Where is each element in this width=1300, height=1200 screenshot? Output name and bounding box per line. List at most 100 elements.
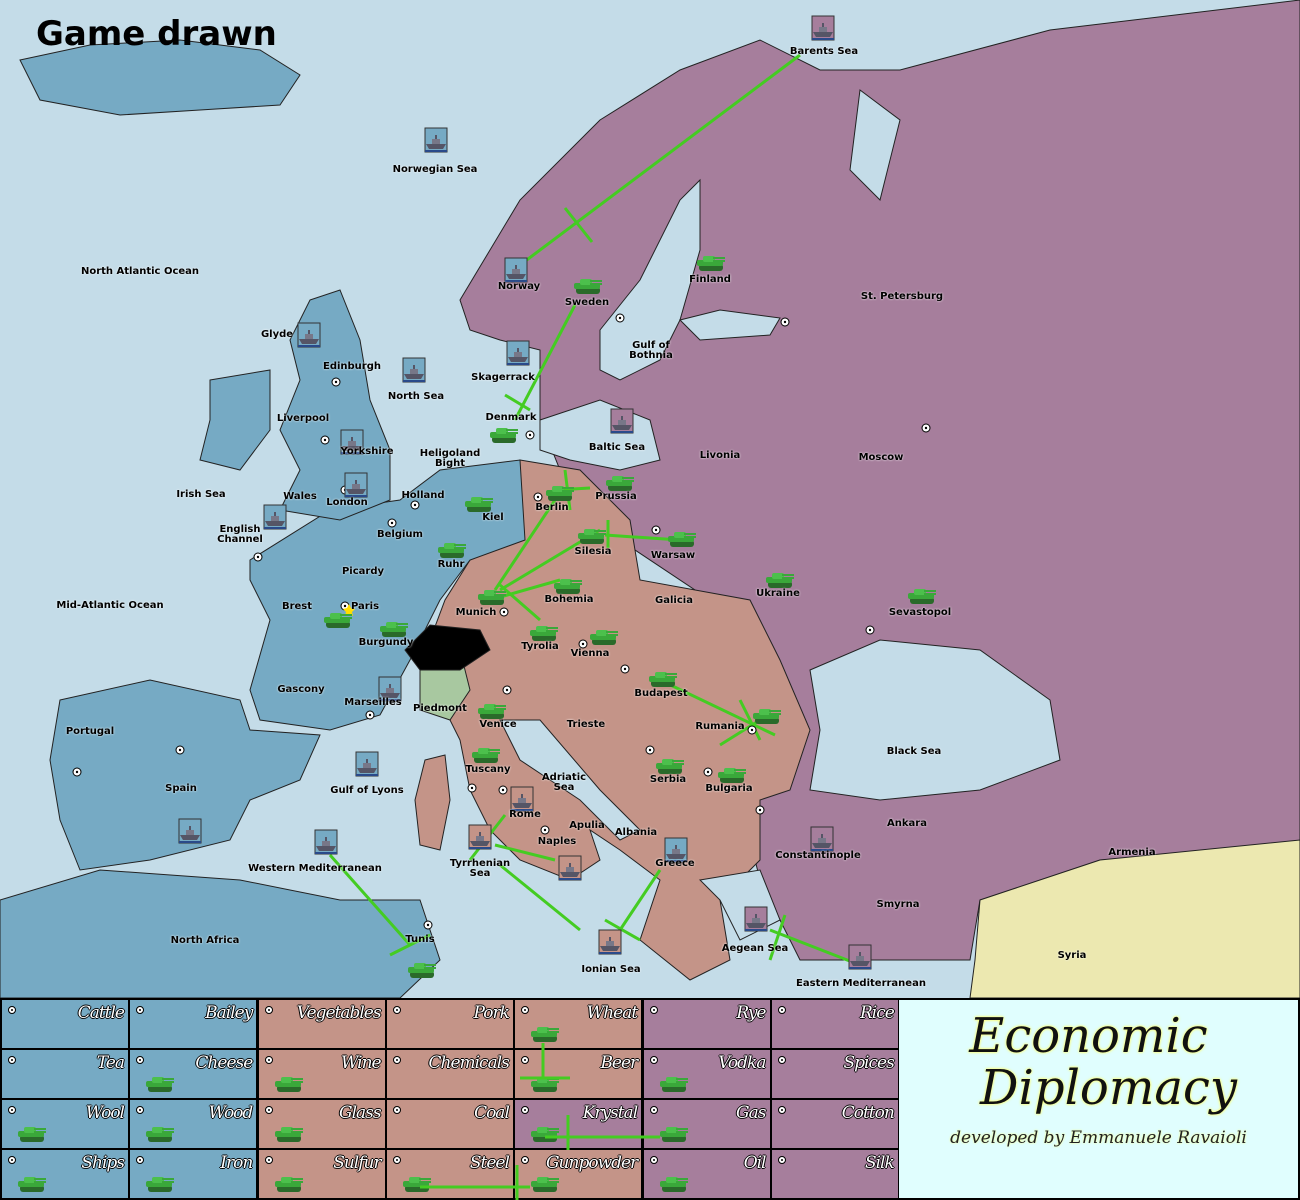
fleet-ship-icon[interactable] bbox=[297, 322, 321, 348]
resource-cell-wool[interactable]: Wool bbox=[2, 1100, 128, 1148]
resource-cell-ships[interactable]: Ships bbox=[2, 1150, 128, 1198]
fleet-ship-icon[interactable] bbox=[811, 15, 835, 41]
resource-cell-bailey[interactable]: Bailey bbox=[130, 1000, 257, 1048]
province-label[interactable]: Holland bbox=[401, 490, 445, 501]
province-label[interactable]: Rumania bbox=[695, 721, 745, 732]
province-label[interactable]: Ankara bbox=[887, 818, 927, 829]
province-label[interactable]: Smyrna bbox=[876, 899, 920, 910]
province-label[interactable]: Rome bbox=[509, 809, 541, 820]
province-label[interactable]: Livonia bbox=[699, 450, 741, 461]
province-label[interactable]: London bbox=[326, 497, 368, 508]
resource-cell-wine[interactable]: Wine bbox=[258, 1050, 385, 1098]
province-label[interactable]: Gulf of Bothnia bbox=[629, 340, 673, 361]
resource-cell-pork[interactable]: Pork bbox=[386, 1000, 513, 1048]
army-tank-icon[interactable] bbox=[529, 1126, 561, 1144]
province-label[interactable]: Aegean Sea bbox=[721, 943, 789, 954]
province-label[interactable]: Moscow bbox=[858, 452, 904, 463]
province-label[interactable]: Ukraine bbox=[756, 588, 800, 599]
army-tank-icon[interactable] bbox=[658, 1076, 690, 1094]
province-label[interactable]: Silesia bbox=[574, 546, 612, 557]
province-label[interactable]: Baltic Sea bbox=[588, 442, 646, 453]
resource-cell-glass[interactable]: Glass bbox=[258, 1100, 385, 1148]
province-label[interactable]: English Channel bbox=[217, 524, 263, 545]
province-label[interactable]: Sweden bbox=[564, 297, 610, 308]
province-label[interactable]: Liverpool bbox=[276, 413, 330, 424]
province-label[interactable]: Brest bbox=[281, 601, 313, 612]
province-label[interactable]: Berlin bbox=[535, 502, 569, 513]
province-label[interactable]: Naples bbox=[537, 836, 577, 847]
army-tank-icon[interactable] bbox=[529, 1176, 561, 1194]
fleet-ship-icon[interactable] bbox=[848, 944, 872, 970]
army-tank-icon[interactable] bbox=[273, 1076, 305, 1094]
army-tank-icon[interactable] bbox=[273, 1126, 305, 1144]
province-label[interactable]: Ruhr bbox=[437, 559, 465, 570]
resource-cell-steel[interactable]: Steel bbox=[386, 1150, 513, 1198]
resource-cell-gunpowder[interactable]: Gunpowder bbox=[515, 1150, 642, 1198]
army-tank-icon[interactable] bbox=[401, 1176, 433, 1194]
province-label[interactable]: Tyrrhenian Sea bbox=[449, 858, 511, 879]
province-label[interactable]: Bohemia bbox=[544, 594, 594, 605]
resource-cell-wood[interactable]: Wood bbox=[130, 1100, 257, 1148]
province-label[interactable]: Tyrolia bbox=[521, 641, 559, 652]
resource-cell-coal[interactable]: Coal bbox=[386, 1100, 513, 1148]
resource-cell-rice[interactable]: Rice bbox=[771, 1000, 898, 1048]
province-label[interactable]: Glyde bbox=[260, 329, 294, 340]
game-map[interactable] bbox=[0, 0, 1300, 998]
province-label[interactable]: Denmark bbox=[485, 412, 537, 423]
fleet-ship-icon[interactable] bbox=[510, 786, 534, 812]
province-label[interactable]: Spain bbox=[165, 783, 197, 794]
province-label[interactable]: North Sea bbox=[387, 391, 445, 402]
province-label[interactable]: Mid-Atlantic Ocean bbox=[56, 600, 164, 611]
province-label[interactable]: Albania bbox=[614, 827, 658, 838]
province-label[interactable]: Ionian Sea bbox=[581, 964, 641, 975]
resource-cell-vodka[interactable]: Vodka bbox=[643, 1050, 770, 1098]
province-label[interactable]: Munich bbox=[455, 607, 497, 618]
fleet-ship-icon[interactable] bbox=[402, 357, 426, 383]
army-tank-icon[interactable] bbox=[529, 1026, 561, 1044]
province-label[interactable]: Picardy bbox=[341, 566, 385, 577]
resource-cell-iron[interactable]: Iron bbox=[130, 1150, 257, 1198]
province-label[interactable]: Skagerrack bbox=[471, 372, 535, 383]
province-label[interactable]: Irish Sea bbox=[176, 489, 226, 500]
province-label[interactable]: Adriatic Sea bbox=[541, 772, 587, 793]
resource-cell-oil[interactable]: Oil bbox=[643, 1150, 770, 1198]
province-label[interactable]: Armenia bbox=[1108, 847, 1156, 858]
province-label[interactable]: Finland bbox=[689, 274, 731, 285]
province-label[interactable]: Wales bbox=[283, 491, 317, 502]
province-label[interactable]: Warsaw bbox=[650, 550, 696, 561]
province-label[interactable]: North Africa bbox=[170, 935, 240, 946]
army-tank-icon[interactable] bbox=[144, 1126, 176, 1144]
province-label[interactable]: North Atlantic Ocean bbox=[80, 266, 200, 277]
province-label[interactable]: Constantinople bbox=[775, 850, 861, 861]
army-tank-icon[interactable] bbox=[273, 1176, 305, 1194]
fleet-ship-icon[interactable] bbox=[344, 472, 368, 498]
province-label[interactable]: Bulgaria bbox=[705, 783, 753, 794]
army-tank-icon[interactable] bbox=[144, 1076, 176, 1094]
province-label[interactable]: Gascony bbox=[277, 684, 325, 695]
army-tank-icon[interactable] bbox=[16, 1176, 48, 1194]
fleet-ship-icon[interactable] bbox=[468, 824, 492, 850]
province-label[interactable]: Galicia bbox=[655, 595, 693, 606]
resource-cell-tea[interactable]: Tea bbox=[2, 1050, 128, 1098]
province-label[interactable]: Norway bbox=[497, 281, 541, 292]
province-label[interactable]: Piedmont bbox=[413, 703, 467, 714]
resource-cell-cheese[interactable]: Cheese bbox=[130, 1050, 257, 1098]
province-label[interactable]: Serbia bbox=[649, 774, 687, 785]
army-tank-icon[interactable] bbox=[658, 1126, 690, 1144]
fleet-ship-icon[interactable] bbox=[610, 408, 634, 434]
fleet-ship-icon[interactable] bbox=[598, 929, 622, 955]
resource-cell-wheat[interactable]: Wheat bbox=[515, 1000, 642, 1048]
province-label[interactable]: Barents Sea bbox=[789, 46, 859, 57]
resource-cell-krystal[interactable]: Krystal bbox=[515, 1100, 642, 1148]
province-label[interactable]: Vienna bbox=[570, 648, 610, 659]
resource-cell-vegetables[interactable]: Vegetables bbox=[258, 1000, 385, 1048]
fleet-ship-icon[interactable] bbox=[810, 826, 834, 852]
province-label[interactable]: Kiel bbox=[482, 512, 504, 523]
province-label[interactable]: Syria bbox=[1057, 950, 1087, 961]
province-label[interactable]: Portugal bbox=[65, 726, 115, 737]
army-tank-icon[interactable] bbox=[529, 1076, 561, 1094]
resource-cell-spices[interactable]: Spices bbox=[771, 1050, 898, 1098]
province-label[interactable]: Trieste bbox=[566, 719, 606, 730]
province-label[interactable]: Sevastopol bbox=[888, 607, 952, 618]
resource-cell-cattle[interactable]: Cattle bbox=[2, 1000, 128, 1048]
